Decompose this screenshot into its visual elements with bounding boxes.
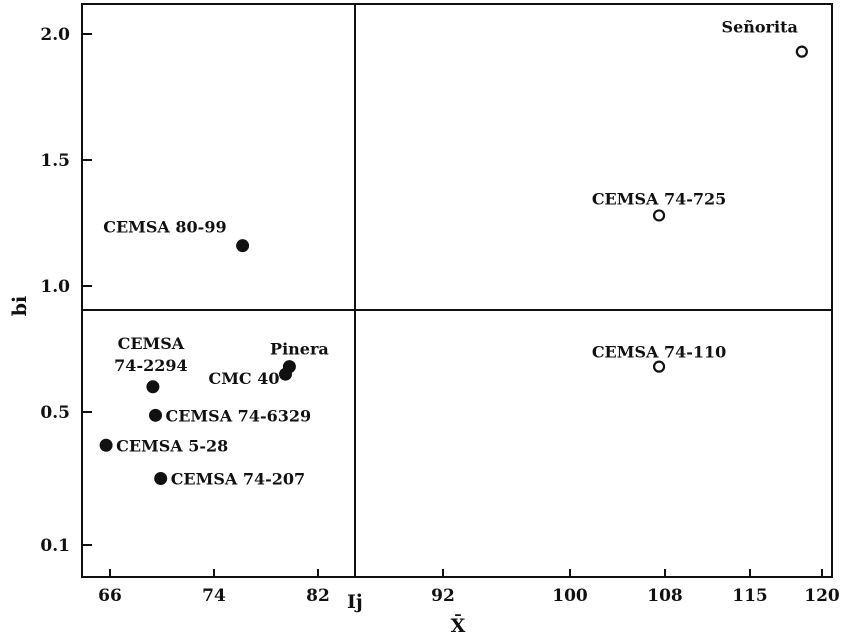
- y-tick-label: 0.5: [40, 403, 70, 423]
- filled-point-marker: [146, 380, 160, 394]
- vertical-reference-label: Ij: [347, 591, 363, 613]
- data-points: Señorita CEMSA 74-725 CEMSA 74-110 CEMSA 80…: [99, 18, 808, 489]
- point-label: CEMSA 74-110: [592, 343, 726, 362]
- x-tick-label: 108: [647, 586, 683, 606]
- y-tick-label: 1.0: [40, 277, 70, 297]
- open-point-marker: [652, 360, 666, 373]
- filled-point-marker: [99, 438, 113, 452]
- x-tick-label: 100: [552, 586, 588, 606]
- y-tick-label: 2.0: [40, 25, 70, 45]
- x-tick-label: 82: [306, 586, 330, 606]
- point-label: Pinera: [270, 340, 329, 359]
- x-tick-label: 115: [732, 586, 768, 606]
- point-label: CEMSA 74-725: [592, 189, 726, 208]
- point-label: CEMSA 74-207: [171, 470, 305, 489]
- x-axis-label: X̄: [451, 615, 466, 637]
- y-tick-label: 1.5: [40, 151, 70, 171]
- open-point-marker: [652, 209, 666, 222]
- x-tick-label: 92: [431, 586, 455, 606]
- ticks: 66 74 82 92 100 108 115 120 2.0 1.5 1.0 0.5 0.1: [40, 25, 839, 606]
- filled-point-marker: [236, 239, 250, 253]
- point-label: CMC 40: [208, 369, 279, 388]
- filled-point-marker: [149, 408, 162, 422]
- y-tick-label: 0.1: [40, 536, 70, 556]
- plot-frame: [81, 3, 833, 578]
- open-point-marker: [795, 45, 808, 58]
- x-tick-label: 66: [98, 586, 122, 606]
- point-label: Señorita: [722, 18, 798, 37]
- x-tick-label: 120: [804, 586, 840, 606]
- point-label: CEMSA 74-2294: [114, 334, 187, 375]
- filled-point-marker: [154, 472, 168, 485]
- point-label: CEMSA 80-99: [103, 218, 226, 237]
- y-axis-label: bi: [9, 296, 31, 317]
- filled-point-marker: [279, 367, 292, 381]
- point-label: CEMSA 5-28: [116, 436, 228, 455]
- x-tick-label: 74: [202, 586, 226, 606]
- point-label: CEMSA 74-6329: [166, 406, 312, 425]
